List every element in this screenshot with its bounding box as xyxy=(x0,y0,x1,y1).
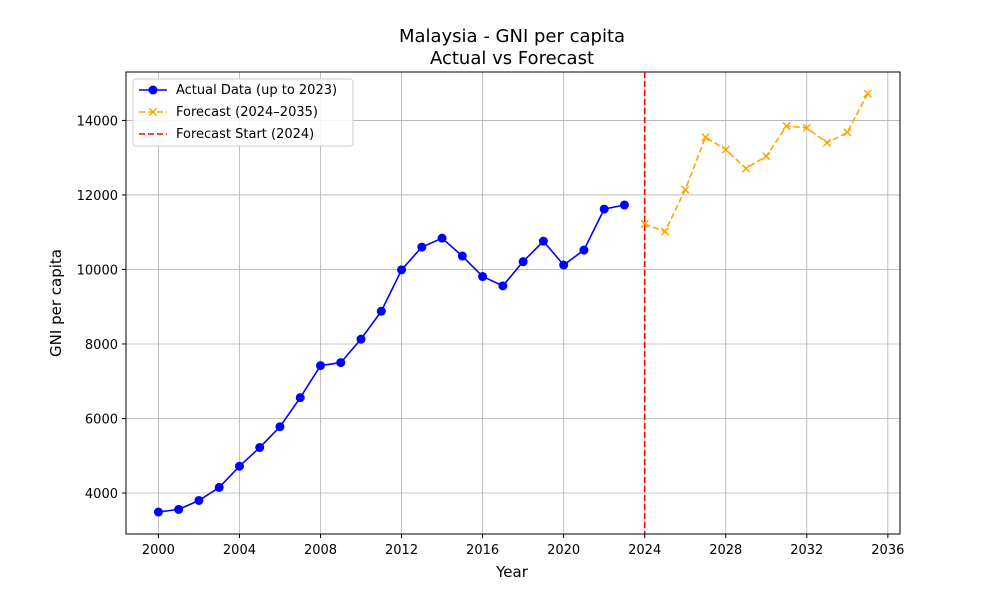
actual-data-point xyxy=(153,507,163,517)
x-tick-label: 2016 xyxy=(466,543,499,558)
actual-data-point xyxy=(275,422,285,432)
legend: Actual Data (up to 2023) Forecast (2024–… xyxy=(132,78,354,147)
legend-frame xyxy=(132,78,354,147)
x-tick-label: 2036 xyxy=(871,543,904,558)
x-tick-label: 2028 xyxy=(709,543,742,558)
plot-frame xyxy=(125,71,901,535)
actual-data-point xyxy=(579,245,589,255)
actual-data-point xyxy=(417,242,427,252)
forecast-data-point xyxy=(762,152,771,161)
actual-data-point xyxy=(498,281,508,291)
chart-title-line-2: Actual vs Forecast xyxy=(430,48,594,69)
legend-swatch-actual-marker xyxy=(148,85,158,95)
x-tick-label: 2032 xyxy=(790,543,823,558)
forecast-data-point xyxy=(802,123,811,133)
forecast-data-point xyxy=(681,185,690,194)
y-tick-label: 14000 xyxy=(77,114,118,129)
actual-data-point xyxy=(316,361,326,371)
actual-data-point xyxy=(437,233,447,243)
y-tick-label: 6000 xyxy=(85,413,118,428)
actual-data-point xyxy=(518,257,528,267)
actual-data-point xyxy=(376,306,386,316)
actual-data-point xyxy=(255,443,265,453)
actual-data-point xyxy=(619,200,629,210)
x-tick-label: 2004 xyxy=(223,543,256,558)
data-marks xyxy=(153,72,872,534)
actual-series-line xyxy=(158,204,625,513)
legend-swatches xyxy=(139,85,167,135)
x-axis-label: Year xyxy=(495,563,529,581)
x-tick-label: 2020 xyxy=(547,543,580,558)
x-tick-label: 2008 xyxy=(304,543,337,558)
legend-label-forecast-start: Forecast Start (2024) xyxy=(176,127,314,142)
legend-label-forecast: Forecast (2024–2035) xyxy=(176,105,318,120)
y-tick-label: 10000 xyxy=(77,263,118,278)
forecast-data-point xyxy=(843,128,852,137)
legend-swatch-forecast-marker xyxy=(148,107,158,117)
forecast-data-point xyxy=(721,145,730,154)
x-tick-label: 2012 xyxy=(385,543,418,558)
chart-title-line-1: Malaysia - GNI per capita xyxy=(399,26,625,47)
legend-label-actual: Actual Data (up to 2023) xyxy=(176,83,337,98)
actual-data-point xyxy=(478,272,488,282)
y-tick-label: 8000 xyxy=(85,338,118,353)
y-axis-label: GNI per capita xyxy=(47,249,65,357)
actual-data-point xyxy=(457,251,467,261)
forecast-data-point xyxy=(640,219,649,229)
actual-data-point xyxy=(356,334,366,344)
grid-lines xyxy=(126,72,900,534)
forecast-data-point xyxy=(782,121,791,131)
forecast-data-point xyxy=(863,89,872,98)
forecast-data-point xyxy=(822,138,832,147)
forecast-data-point xyxy=(701,133,710,142)
actual-data-point xyxy=(559,260,569,270)
actual-data-point xyxy=(538,236,548,246)
actual-data-point xyxy=(194,495,204,505)
forecast-data-point xyxy=(741,164,751,173)
actual-data-point xyxy=(214,482,224,492)
axes: 2000 2004 2008 2012 2016 2020 2024 2028 2032 2036… xyxy=(77,71,904,558)
forecast-data-point xyxy=(660,227,670,236)
actual-data-point xyxy=(295,393,305,403)
actual-data-point xyxy=(397,265,407,275)
actual-data-point xyxy=(599,204,609,214)
actual-data-point xyxy=(336,358,346,368)
y-tick-label: 4000 xyxy=(85,487,118,502)
x-tick-label: 2000 xyxy=(142,543,175,558)
x-tick-label: 2024 xyxy=(628,543,661,558)
actual-data-point xyxy=(234,461,244,471)
actual-data-point xyxy=(174,504,184,514)
y-tick-label: 12000 xyxy=(77,189,118,204)
forecast-series-line xyxy=(644,93,869,233)
